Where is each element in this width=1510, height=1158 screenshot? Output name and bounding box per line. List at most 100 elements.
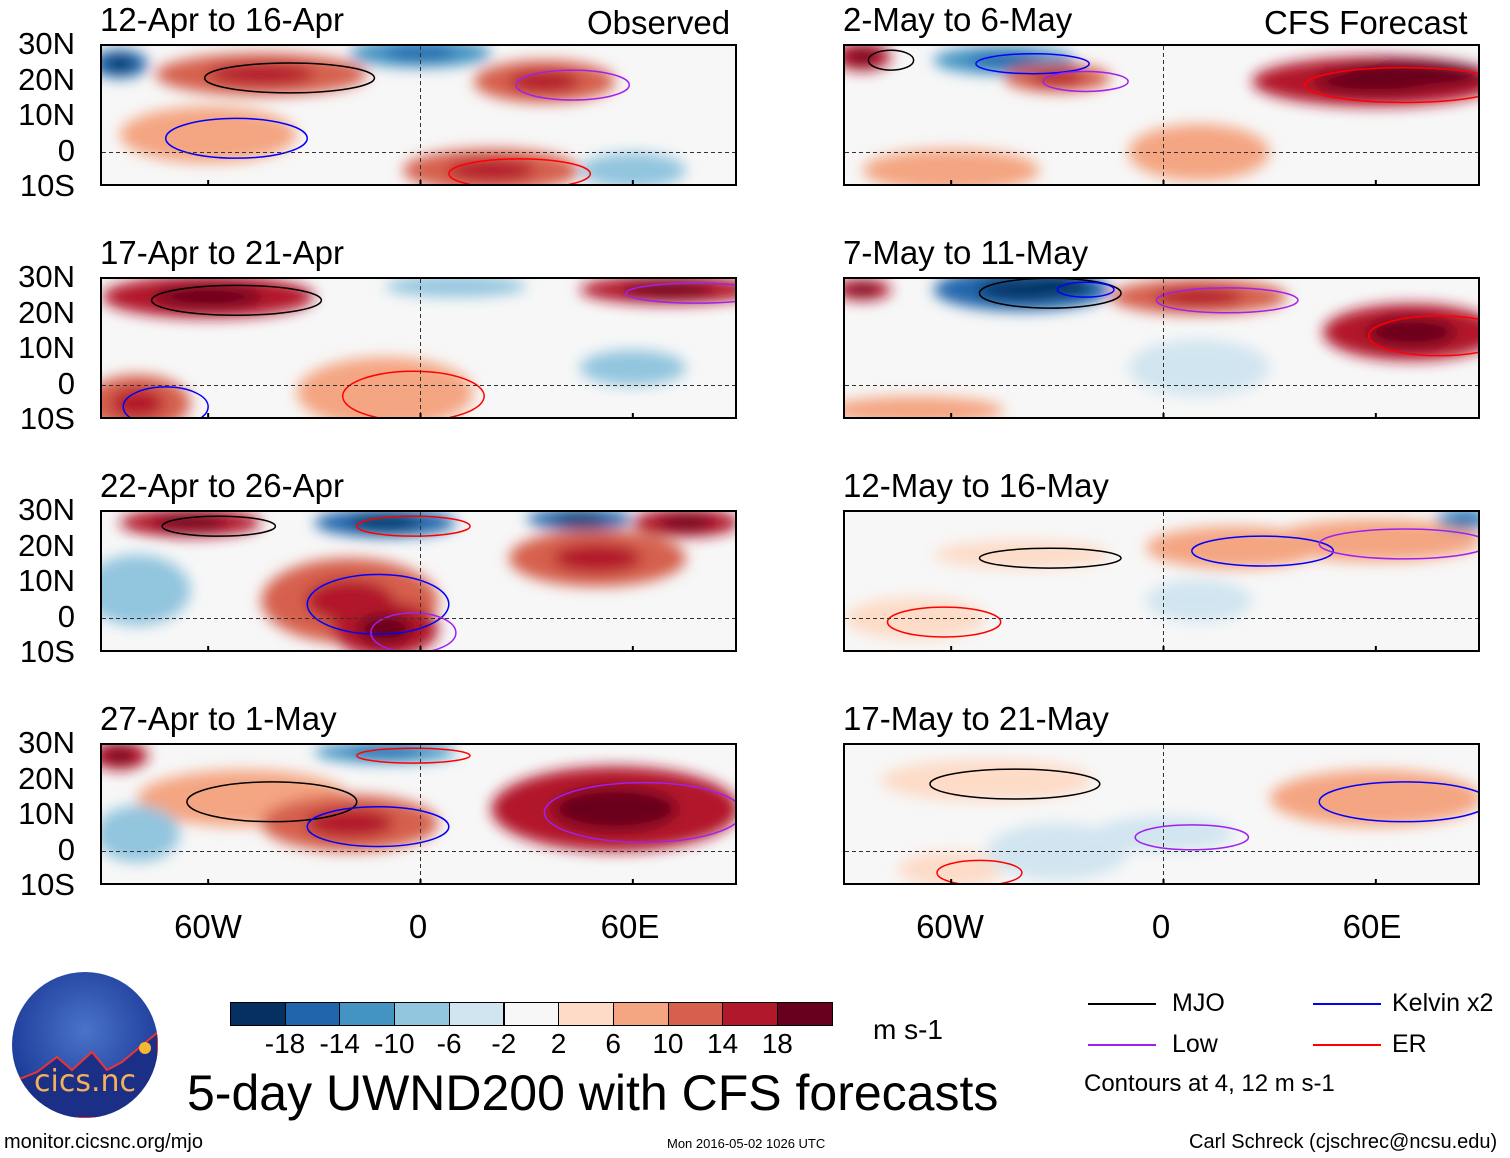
field-shading bbox=[102, 805, 180, 863]
legend-line-er bbox=[1313, 1044, 1381, 1046]
field-shading bbox=[1030, 70, 1084, 86]
field-shading bbox=[155, 515, 226, 530]
y-tick-label: 10S bbox=[19, 634, 75, 669]
map-panel bbox=[843, 44, 1480, 186]
cics-logo: cics.nc bbox=[12, 972, 158, 1118]
y-tick-label: 30N bbox=[18, 725, 75, 760]
map-panel bbox=[843, 277, 1480, 419]
panel-title: 27-Apr to 1-May bbox=[100, 700, 337, 737]
map-field bbox=[845, 512, 1478, 650]
field-shading bbox=[553, 513, 607, 525]
footer-url: monitor.cicsnc.org/mjo bbox=[4, 1131, 203, 1153]
contour-line bbox=[1368, 315, 1478, 357]
contour-line bbox=[306, 806, 450, 848]
y-tick-label: 0 bbox=[57, 132, 75, 168]
field-shading bbox=[447, 159, 536, 181]
contour-line bbox=[1304, 66, 1478, 104]
y-tick-label: 20N bbox=[18, 61, 75, 97]
colorbar-tick-label: 10 bbox=[652, 1028, 684, 1059]
field-shading bbox=[1039, 280, 1076, 292]
field-shading bbox=[155, 286, 262, 308]
field-shading bbox=[358, 614, 412, 644]
x-tick-label: 0 bbox=[1151, 908, 1171, 945]
contour-line bbox=[886, 606, 1002, 638]
field-shading bbox=[349, 515, 421, 530]
y-tick-label: 10N bbox=[18, 563, 75, 598]
y-tick-label: 10N bbox=[18, 330, 75, 365]
colorbar-swatch bbox=[667, 1002, 724, 1026]
contour-line bbox=[515, 69, 631, 101]
y-tick-label: 0 bbox=[57, 831, 75, 867]
field-shading bbox=[1145, 579, 1252, 623]
panel-title: 17-May to 21-May bbox=[843, 700, 1109, 737]
map-field bbox=[845, 745, 1478, 883]
field-shading bbox=[898, 851, 1005, 883]
colorbar-swatch bbox=[230, 1002, 286, 1026]
y-tick-label: 20N bbox=[18, 760, 75, 796]
colorbar-swatch bbox=[612, 1002, 669, 1026]
field-shading bbox=[296, 357, 474, 417]
field-shading bbox=[579, 152, 686, 184]
field-shading bbox=[553, 787, 678, 831]
contour-line bbox=[122, 386, 209, 417]
contour-line bbox=[448, 158, 592, 184]
figure-title: 5-day UWND200 with CFS forecasts bbox=[187, 1065, 999, 1121]
field-shading bbox=[105, 56, 134, 71]
field-shading bbox=[933, 540, 1111, 569]
x-tick-label: 0 bbox=[408, 908, 428, 945]
y-tick-label: 10N bbox=[18, 796, 75, 831]
field-shading bbox=[102, 554, 191, 626]
legend-line-mjo bbox=[1088, 1003, 1156, 1005]
y-tick-label: 10N bbox=[18, 97, 75, 132]
field-shading bbox=[862, 148, 1040, 184]
colorbar-swatch bbox=[777, 1002, 833, 1026]
legend-label: ER bbox=[1392, 1030, 1427, 1058]
colorbar-swatch bbox=[558, 1002, 614, 1026]
colorbar-tick-label: 14 bbox=[707, 1028, 739, 1059]
x-tick-label: 60W bbox=[174, 908, 242, 945]
contour-line bbox=[356, 747, 471, 764]
map-panel bbox=[100, 44, 737, 186]
colorbar-tick-label: -6 bbox=[436, 1028, 462, 1059]
panel-title: 12-May to 16-May bbox=[843, 467, 1109, 504]
contour-line bbox=[186, 781, 358, 823]
map-field bbox=[102, 512, 735, 650]
field-shading bbox=[848, 284, 877, 295]
contour-line bbox=[929, 768, 1101, 800]
field-shading bbox=[349, 746, 421, 758]
y-tick-label: 10S bbox=[19, 168, 75, 203]
panel-title: 17-Apr to 21-Apr bbox=[100, 234, 344, 271]
field-shading bbox=[110, 389, 164, 417]
contour-line bbox=[1042, 70, 1129, 93]
panel-title: 7-May to 11-May bbox=[843, 234, 1089, 271]
contour-line bbox=[975, 53, 1090, 75]
contour-line bbox=[1318, 781, 1478, 823]
colorbar-swatch bbox=[503, 1002, 560, 1026]
field-shading bbox=[579, 350, 686, 386]
map-field bbox=[845, 46, 1478, 184]
contour-line bbox=[203, 62, 376, 94]
colorbar-tick-label: -2 bbox=[491, 1028, 517, 1059]
field-shading bbox=[553, 543, 642, 573]
contour-line bbox=[1056, 281, 1115, 298]
colorbar-swatch bbox=[284, 1002, 341, 1026]
colorbar-units: m s-1 bbox=[873, 1014, 943, 1045]
field-shading bbox=[1450, 513, 1478, 525]
map-panel bbox=[843, 743, 1480, 885]
contour-line bbox=[867, 49, 915, 71]
field-shading bbox=[848, 49, 877, 64]
contour-line bbox=[1191, 535, 1335, 567]
contour-line bbox=[1318, 528, 1478, 560]
footer-author: Carl Schreck (cjschrec@ncsu.edu) bbox=[1189, 1131, 1498, 1153]
contour-line bbox=[1155, 287, 1299, 314]
contour-line bbox=[978, 547, 1122, 569]
field-shading bbox=[105, 748, 134, 763]
colorbar-tick-label: -14 bbox=[319, 1028, 360, 1059]
contour-line bbox=[936, 859, 1023, 883]
colorbar-swatch bbox=[722, 1002, 778, 1026]
field-shading bbox=[659, 515, 713, 530]
y-tick-label: 10S bbox=[19, 867, 75, 902]
y-tick-label: 30N bbox=[18, 492, 75, 527]
field-shading bbox=[508, 70, 580, 93]
